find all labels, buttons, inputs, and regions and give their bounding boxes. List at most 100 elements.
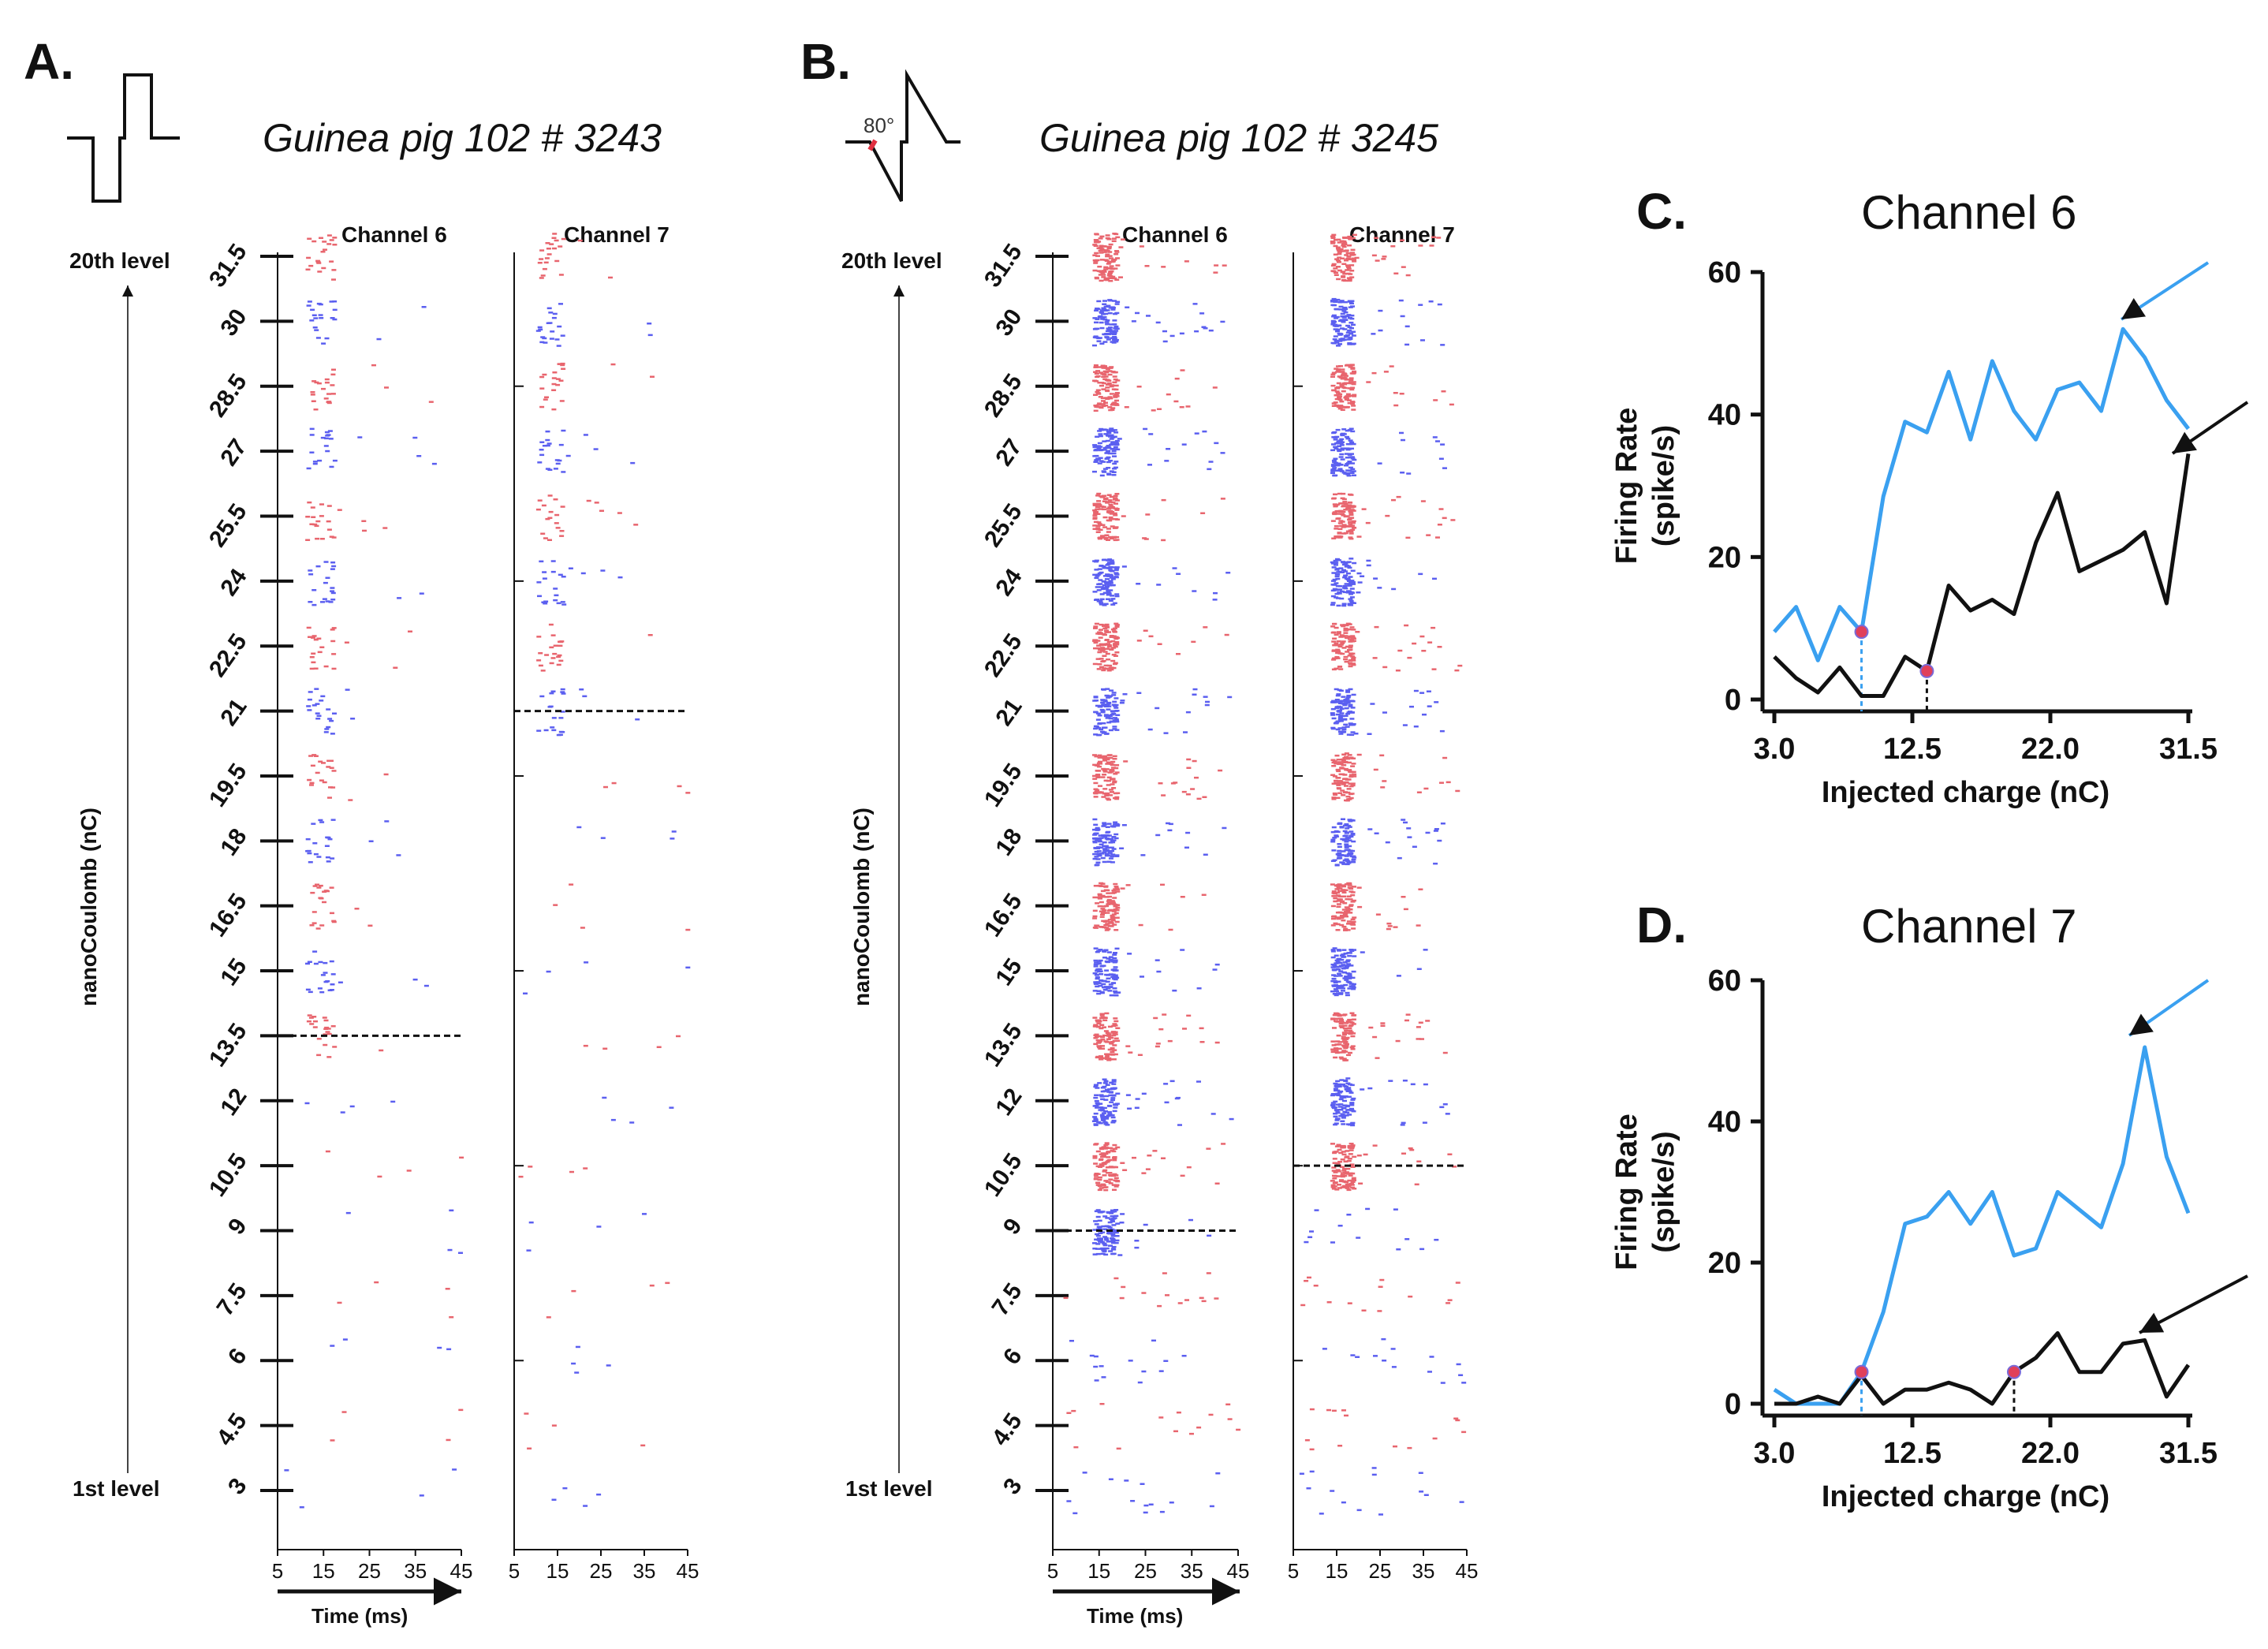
spike-mark bbox=[1341, 1117, 1346, 1119]
spike-mark bbox=[1341, 244, 1346, 247]
spike-mark bbox=[1442, 756, 1448, 759]
spike-mark bbox=[540, 532, 546, 535]
spike-mark bbox=[1102, 1026, 1106, 1028]
spike-mark bbox=[1229, 1117, 1234, 1121]
spike-mark bbox=[1341, 987, 1345, 990]
spike-mark bbox=[1347, 754, 1352, 756]
spike-mark bbox=[1352, 773, 1357, 776]
spike-mark bbox=[1388, 1080, 1393, 1082]
spike-mark bbox=[1218, 769, 1223, 772]
spike-mark bbox=[1101, 400, 1106, 402]
spike-mark bbox=[1331, 459, 1337, 462]
spike-mark bbox=[324, 845, 330, 847]
spike-mark bbox=[1335, 720, 1341, 722]
spike-mark bbox=[1343, 627, 1348, 630]
spike-mark bbox=[1393, 1445, 1397, 1448]
spike-mark bbox=[1334, 582, 1339, 584]
spike-mark bbox=[384, 820, 390, 823]
spike-mark bbox=[1096, 521, 1102, 524]
spike-mark bbox=[1343, 1160, 1348, 1163]
spike-mark bbox=[1096, 961, 1102, 963]
spike-mark bbox=[1099, 371, 1103, 374]
spike-mark bbox=[1106, 562, 1111, 565]
spike-mark bbox=[326, 528, 332, 531]
spike-mark bbox=[423, 984, 429, 987]
spike-mark bbox=[1334, 888, 1340, 890]
spike-mark bbox=[1378, 309, 1383, 312]
spike-mark bbox=[1331, 668, 1337, 671]
spike-mark bbox=[1092, 560, 1098, 562]
spike-mark bbox=[1343, 915, 1348, 917]
spike-mark bbox=[1378, 329, 1383, 332]
spike-mark bbox=[1341, 390, 1346, 393]
spike-mark bbox=[1337, 393, 1343, 396]
spike-mark bbox=[1332, 792, 1337, 795]
spike-mark bbox=[544, 257, 550, 259]
spike-mark bbox=[1445, 781, 1451, 784]
spike-mark bbox=[1348, 983, 1354, 985]
spike-mark bbox=[1344, 565, 1349, 567]
spike-mark bbox=[1114, 920, 1120, 923]
spike-mark bbox=[1103, 779, 1109, 782]
spike-mark bbox=[1336, 1175, 1341, 1177]
spike-mark bbox=[1095, 976, 1100, 979]
spike-mark bbox=[1113, 1037, 1119, 1039]
spike-mark bbox=[1102, 303, 1107, 305]
spike-mark bbox=[458, 1408, 464, 1412]
spike-mark bbox=[1157, 643, 1162, 645]
spike-mark bbox=[319, 897, 324, 900]
spike-mark bbox=[1100, 1155, 1105, 1158]
spike-mark bbox=[1331, 657, 1337, 660]
spike-mark bbox=[337, 1301, 342, 1304]
spike-mark bbox=[310, 394, 315, 396]
spike-mark bbox=[1360, 1088, 1365, 1091]
spike-mark bbox=[606, 1364, 611, 1367]
spike-mark bbox=[1106, 245, 1112, 248]
spike-mark bbox=[1094, 576, 1099, 580]
spike-mark bbox=[1346, 399, 1352, 401]
spike-mark bbox=[1356, 591, 1361, 594]
spike-mark bbox=[1174, 377, 1180, 380]
spike-mark bbox=[1340, 901, 1345, 904]
spike-mark bbox=[1186, 1014, 1192, 1017]
spike-mark bbox=[1114, 493, 1120, 495]
panel-b: B. 80° Guinea pig 102 # 3245 20th level … bbox=[800, 33, 1478, 1628]
spike-mark bbox=[1093, 371, 1099, 373]
spike-mark bbox=[1110, 768, 1115, 771]
spike-mark bbox=[1345, 860, 1351, 863]
spike-mark bbox=[1109, 470, 1114, 472]
spike-mark bbox=[1110, 901, 1116, 905]
spike-mark bbox=[1110, 275, 1116, 278]
spike-mark bbox=[1106, 703, 1111, 705]
x-tick-label: 45 bbox=[1227, 1559, 1250, 1583]
spike-mark bbox=[1334, 830, 1339, 833]
spike-mark bbox=[1119, 1296, 1125, 1300]
spike-mark bbox=[1112, 1229, 1117, 1232]
spike-mark bbox=[1099, 311, 1104, 313]
spike-mark bbox=[1114, 916, 1120, 919]
spike-mark bbox=[1330, 300, 1335, 303]
spike-mark bbox=[1337, 1187, 1342, 1189]
spike-mark bbox=[1103, 268, 1109, 270]
spike-mark bbox=[1350, 457, 1356, 460]
spike-mark bbox=[1113, 267, 1118, 270]
spike-mark bbox=[1094, 790, 1099, 793]
spike-mark bbox=[1350, 569, 1356, 572]
spike-mark bbox=[1111, 566, 1117, 569]
spike-mark bbox=[1106, 957, 1111, 960]
spike-mark bbox=[1345, 364, 1349, 367]
spike-mark bbox=[569, 1170, 574, 1173]
spike-mark bbox=[1454, 669, 1460, 672]
spike-mark bbox=[1110, 441, 1116, 443]
spike-mark bbox=[1347, 886, 1352, 889]
spike-mark bbox=[1348, 834, 1354, 838]
spike-mark bbox=[1098, 959, 1103, 962]
spike-mark bbox=[1104, 534, 1110, 536]
spike-mark bbox=[1112, 726, 1117, 728]
spike-mark bbox=[1346, 824, 1352, 827]
spike-mark bbox=[1102, 245, 1108, 248]
spike-mark bbox=[1098, 648, 1103, 651]
spike-mark bbox=[319, 237, 323, 239]
spike-mark bbox=[1332, 837, 1337, 839]
spike-mark bbox=[1330, 1040, 1336, 1043]
